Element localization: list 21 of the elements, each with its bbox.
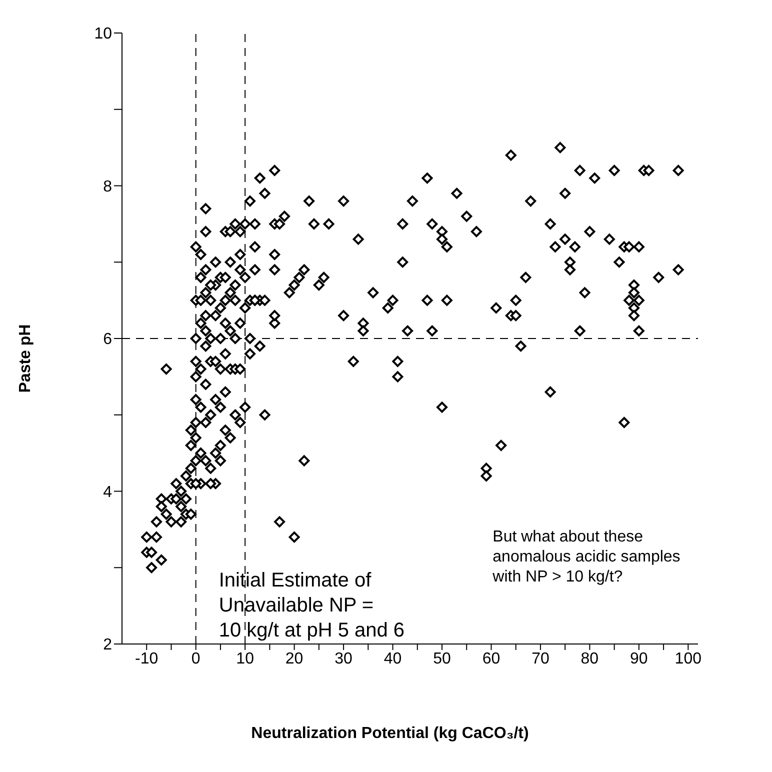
annotation: But what about these anomalous acidic samples with NP > 10 kg/t? bbox=[492, 528, 680, 586]
x-axis-title: Neutralization Potential (kg CaCO₃/t) bbox=[251, 725, 529, 742]
y-tick-label: 6 bbox=[103, 331, 112, 348]
x-tick-label: 30 bbox=[334, 650, 353, 668]
x-tick-label: 40 bbox=[384, 650, 402, 668]
y-tick-label: 8 bbox=[103, 178, 112, 196]
x-tick-label: 60 bbox=[482, 650, 500, 668]
y-tick-label: 2 bbox=[103, 636, 112, 654]
x-tick-label: 0 bbox=[191, 650, 200, 668]
y-tick-label: 4 bbox=[103, 484, 112, 501]
y-axis-title: Paste pH bbox=[17, 324, 34, 393]
x-tick-label: -10 bbox=[135, 650, 158, 668]
annotation: Initial Estimate of Unavailable NP = 10 kg/t at pH 5 and 6 bbox=[218, 569, 405, 642]
x-tick-label: 100 bbox=[674, 650, 702, 668]
x-tick-label: 90 bbox=[630, 650, 648, 668]
x-tick-label: 50 bbox=[433, 650, 451, 668]
x-tick-label: 80 bbox=[580, 650, 599, 668]
y-tick-label: 10 bbox=[94, 26, 112, 43]
x-tick-label: 10 bbox=[236, 650, 254, 668]
x-tick-label: 70 bbox=[532, 650, 550, 668]
x-tick-label: 20 bbox=[285, 650, 304, 668]
